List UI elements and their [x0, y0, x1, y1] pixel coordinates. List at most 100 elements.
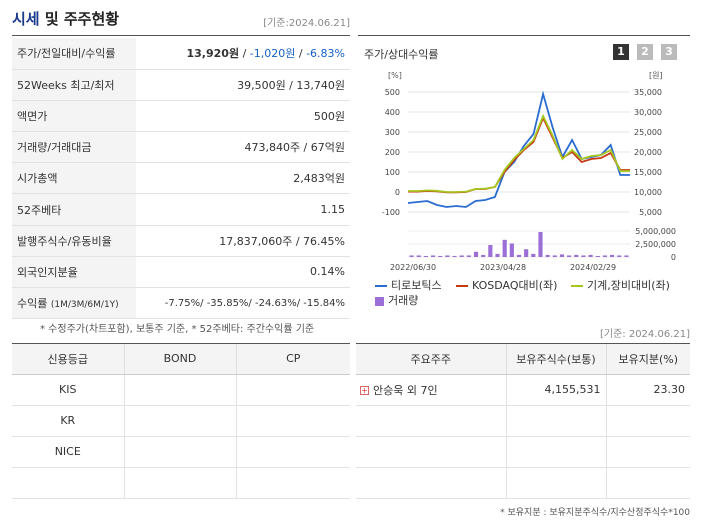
table-row: KR — [12, 405, 350, 437]
volume-bar — [473, 251, 479, 257]
empty-cell — [124, 467, 237, 499]
row-label: 시가총액 — [12, 162, 136, 195]
cp-rating — [236, 436, 350, 468]
row-value: 0.14% — [136, 256, 350, 289]
holder-cell: + 안승욱 외 7인 — [356, 374, 507, 406]
left-tick-label: 0 — [395, 188, 400, 197]
volume-bar — [595, 255, 600, 257]
return-rate: -6.83% — [306, 47, 345, 61]
price-info-table: 주가/전일대비/수익률 13,920원 / -1,020원 / -6.83% 5… — [12, 38, 350, 320]
divider — [356, 343, 690, 344]
row-value: 1.15 — [136, 193, 350, 226]
empty-cell — [506, 436, 607, 468]
legend-box-icon — [375, 296, 384, 306]
table-row: 52주베타 1.15 — [12, 193, 350, 226]
table-header-row: 신용등급 BOND CP — [12, 344, 350, 375]
right-tick-label: 30,000 — [634, 108, 662, 117]
credit-rating-table: 신용등급 BOND CP KIS KR NICE — [12, 344, 350, 499]
volume-bar — [459, 255, 464, 257]
shareholders-table: 주요주주 보유주식수(보통) 보유지분(%) + 안승욱 외 7인 4,155,5… — [356, 344, 690, 499]
volume-bar — [488, 245, 493, 257]
chart-tab-3[interactable]: 3 — [661, 44, 677, 60]
section-title: 시세 및 주주현황 — [12, 8, 119, 29]
table-row: 액면가 500원 — [12, 100, 350, 133]
legend-label: 기계,장비대비(좌) — [587, 279, 670, 292]
volume-bar — [617, 255, 622, 257]
divider — [12, 35, 350, 36]
table-header-row: 주요주주 보유주식수(보통) 보유지분(%) — [356, 344, 690, 375]
row-label-main: 수익률 — [17, 297, 48, 311]
column-header: 신용등급 — [12, 344, 125, 375]
chart-tab-2[interactable]: 2 — [637, 44, 653, 60]
right-tick-label: 5,000 — [639, 208, 662, 217]
volume-bar — [624, 255, 629, 257]
empty-cell — [356, 467, 507, 499]
volume-bar — [516, 254, 522, 257]
row-value: 2,483억원 — [136, 162, 350, 195]
chart-tab-1[interactable]: 1 — [613, 44, 629, 60]
legend-label: 티로보틱스 — [391, 279, 442, 292]
legend-line-icon — [571, 285, 583, 287]
volume-bar — [423, 255, 428, 257]
volume-bar — [610, 254, 615, 257]
empty-cell — [506, 467, 607, 499]
holder-name[interactable]: 안승욱 외 7인 — [373, 383, 438, 397]
table-row — [356, 436, 690, 468]
table-row: + 안승욱 외 7인 4,155,531 23.30 — [356, 374, 690, 406]
row-value: 500원 — [136, 100, 350, 133]
table-row: 외국인지분율 0.14% — [12, 256, 350, 289]
row-value: 17,837,060주 / 76.45% — [136, 225, 350, 257]
table-row: 주가/전일대비/수익률 13,920원 / -1,020원 / -6.83% — [12, 38, 350, 70]
empty-cell — [506, 405, 607, 437]
empty-cell — [606, 405, 690, 437]
cp-rating — [236, 374, 350, 406]
empty-cell — [356, 405, 507, 437]
series-line — [407, 90, 630, 208]
price-chart: [%] [원] 500 400 300 200 100 0 -100 35,000 30,000… — [382, 71, 676, 272]
right-tick-label: 15,000 — [634, 168, 662, 177]
volume-bar — [559, 254, 565, 257]
volume-bar — [416, 255, 421, 257]
volume-bar — [588, 254, 593, 257]
bond-rating — [124, 405, 237, 437]
expand-plus-icon[interactable]: + — [360, 386, 369, 395]
volume-bar — [567, 255, 572, 257]
legend-label: 거래량 — [388, 294, 419, 307]
volume-bar — [509, 243, 514, 257]
left-tick-label: 500 — [385, 88, 400, 97]
base-date: [기준:2024.06.21] — [263, 18, 350, 29]
cp-rating — [236, 405, 350, 437]
legend-item: KOSDAQ대비(좌) — [456, 277, 557, 293]
row-label: 거래량/거래대금 — [12, 131, 136, 164]
bond-rating — [124, 374, 237, 406]
left-tick-label: 200 — [385, 148, 400, 157]
volume-bar — [531, 253, 536, 257]
legend-item: 티로보틱스 — [375, 277, 442, 293]
right-tick-label: 35,000 — [634, 88, 662, 97]
info-footnote: * 수정주가(차트포함), 보통주 기준, * 52주베타: 주간수익률 기준 — [40, 324, 315, 335]
table-row: 시가총액 2,483억원 — [12, 162, 350, 195]
volume-bar — [602, 255, 608, 257]
volume-tick-label: 0 — [671, 253, 676, 262]
column-header: 주요주주 — [356, 344, 507, 375]
left-tick-label: 400 — [385, 108, 400, 117]
table-row: 수익률 (1M/3M/6M/1Y) -7.75%/ -35.85%/ -24.6… — [12, 287, 350, 320]
column-header: 보유주식수(보통) — [506, 344, 607, 375]
empty-cell — [606, 467, 690, 499]
holders-footnote: * 보유지분 : 보유지분주식수/지수산정주식수*100 — [500, 508, 690, 518]
section-title-main: 시세 — [12, 10, 40, 28]
legend-item: 기계,장비대비(좌) — [571, 277, 670, 293]
row-label: 수익률 (1M/3M/6M/1Y) — [12, 287, 136, 320]
volume-tick-label: 2,500,000 — [635, 240, 676, 249]
right-unit: [원] — [649, 71, 663, 80]
bond-rating — [124, 436, 237, 468]
volume-bar — [452, 255, 457, 257]
volume-bar — [574, 254, 579, 257]
section-title-rest: 및 주주현황 — [44, 10, 120, 28]
row-value: -7.75%/ -35.85%/ -24.63%/ -15.84% — [136, 287, 350, 320]
volume-bar — [524, 249, 529, 257]
table-row — [12, 467, 350, 499]
row-value: 13,920원 / -1,020원 / -6.83% — [136, 38, 350, 70]
volume-bar — [445, 255, 450, 257]
volume-bar — [409, 255, 414, 257]
